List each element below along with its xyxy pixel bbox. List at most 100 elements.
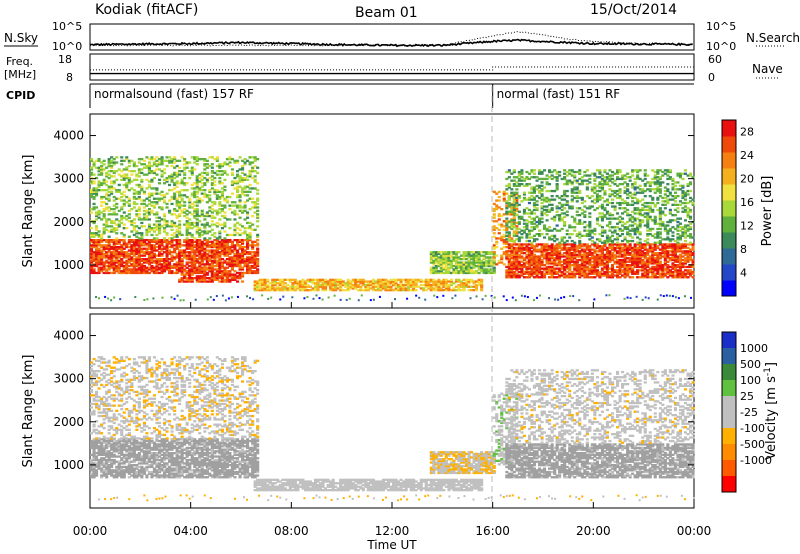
heatmap-cell: [236, 221, 240, 225]
heatmap-cell: [565, 264, 569, 267]
heatmap-cell: [656, 265, 660, 269]
heatmap-cell: [208, 245, 212, 249]
heatmap-cell: [510, 210, 514, 213]
heatmap-cell: [477, 264, 481, 268]
heatmap-cell: [112, 213, 116, 216]
heatmap-cell: [444, 270, 448, 273]
heatmap-cell: [112, 208, 116, 211]
heatmap-cell: [394, 280, 398, 283]
heatmap-cell: [105, 183, 109, 187]
heatmap-cell: [147, 195, 151, 199]
heatmap-cell: [248, 173, 252, 176]
heatmap-cell: [321, 287, 325, 290]
heatmap-cell: [248, 175, 252, 178]
heatmap-cell: [230, 180, 234, 183]
heatmap-cell: [190, 249, 194, 252]
heatmap-cell: [392, 282, 396, 285]
heatmap-cell: [497, 237, 501, 240]
heatmap-cell: [92, 187, 96, 190]
heatmap-cell: [548, 203, 552, 206]
heatmap-cell: [236, 170, 240, 173]
heatmap-cell: [485, 256, 489, 259]
heatmap-cell: [500, 235, 504, 238]
heatmap-cell: [648, 258, 652, 262]
heatmap-cell: [656, 262, 660, 265]
heatmap-cell: [163, 178, 167, 181]
heatmap-cell: [160, 259, 164, 262]
heatmap-cell: [409, 280, 413, 283]
heatmap-cell: [553, 262, 557, 265]
heatmap-cell: [233, 201, 237, 204]
heatmap-cell: [545, 210, 549, 213]
heatmap-cell: [122, 202, 126, 206]
heatmap-cell: [653, 272, 657, 275]
heatmap-cell: [527, 276, 531, 279]
heatmap-cell: [570, 243, 574, 246]
heatmap-cell: [135, 270, 139, 273]
heatmap-cell: [543, 248, 547, 251]
heatmap-cell: [487, 251, 491, 254]
heatmap-cell: [140, 266, 144, 269]
heatmap-cell: [195, 209, 199, 212]
heatmap-cell: [122, 254, 126, 257]
heatmap-cell: [465, 264, 469, 268]
heatmap-cell: [107, 199, 111, 202]
heatmap-cell: [462, 266, 466, 269]
heatmap-cell: [145, 249, 149, 252]
heatmap-cell: [324, 283, 328, 287]
heatmap-cell: [522, 246, 526, 250]
heatmap-cell: [558, 196, 562, 200]
heatmap-cell: [590, 272, 594, 275]
heatmap-cell: [130, 221, 134, 225]
heatmap-cell: [160, 247, 164, 250]
heatmap-cell: [502, 190, 506, 193]
heatmap-cell: [127, 242, 131, 245]
heatmap-cell: [132, 258, 136, 261]
heatmap-cell: [150, 256, 154, 259]
heatmap-cell: [168, 242, 172, 245]
heatmap-cell: [444, 289, 448, 292]
heatmap-cell: [623, 253, 627, 256]
heatmap-cell: [588, 258, 592, 262]
heatmap-cell: [432, 270, 436, 273]
heatmap-cell: [253, 259, 257, 262]
heatmap-cell: [228, 204, 232, 207]
heatmap-cell: [183, 168, 187, 171]
heatmap-cell: [145, 211, 149, 214]
heatmap-cell: [223, 252, 227, 256]
heatmap-cell: [183, 268, 187, 271]
heatmap-cell: [163, 220, 167, 223]
heatmap-cell: [527, 255, 531, 258]
heatmap-cell: [145, 164, 149, 168]
heatmap-cell: [248, 190, 252, 193]
heatmap-cell: [205, 194, 209, 197]
heatmap-cell: [228, 275, 232, 278]
heatmap-cell: [638, 243, 642, 246]
heatmap-cell: [409, 283, 413, 287]
heatmap-cell: [223, 275, 227, 278]
heatmap-cell: [163, 259, 167, 262]
heatmap-cell: [150, 268, 154, 271]
heatmap-cell: [658, 267, 662, 270]
heatmap-cell: [500, 208, 504, 211]
heatmap-cell: [233, 264, 237, 268]
heatmap-cell: [626, 267, 630, 270]
heatmap-cell: [127, 249, 131, 252]
heatmap-cell: [419, 280, 423, 283]
heatmap-cell: [243, 251, 247, 254]
heatmap-cell: [429, 287, 433, 290]
heatmap-cell: [195, 175, 199, 178]
heatmap-cell: [190, 266, 194, 269]
heatmap-cell: [102, 254, 106, 257]
heatmap-cell: [623, 258, 627, 262]
heatmap-cell: [183, 240, 187, 243]
heatmap-cell: [105, 244, 109, 247]
heatmap-cell: [628, 264, 632, 267]
heatmap-cell: [158, 263, 162, 266]
heatmap-cell: [243, 187, 247, 190]
heatmap-cell: [213, 278, 217, 281]
heatmap-cell: [122, 204, 126, 207]
heatmap-cell: [470, 258, 474, 261]
heatmap-cell: [168, 258, 172, 261]
heatmap-cell: [195, 223, 199, 226]
